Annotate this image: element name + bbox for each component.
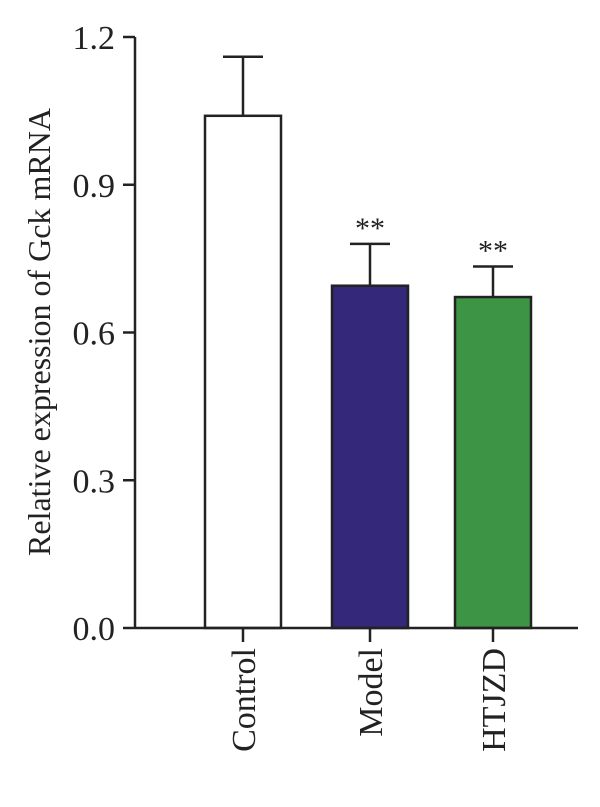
bars: ** **	[203, 55, 533, 630]
y-tick-label: 0.9	[73, 168, 116, 205]
bar-model	[330, 284, 410, 630]
significance-label: **	[355, 212, 385, 245]
bar-control	[203, 114, 283, 630]
y-axis-title: Relative expression of Gck mRNA	[21, 108, 57, 556]
bar-htjzd	[453, 295, 533, 630]
y-tick-label: 0.3	[73, 463, 116, 500]
significance-label: **	[478, 235, 508, 268]
y-tick-label: 0.6	[73, 316, 116, 353]
y-axis-ticks: 0.0 0.3 0.6 0.9 1.2	[73, 20, 137, 648]
y-tick-label: 0.0	[73, 611, 116, 648]
x-tick-label-htjzd: HTJZD	[476, 648, 513, 752]
x-tick-label-model: Model	[353, 648, 390, 737]
x-axis: Control Model HTJZD	[135, 626, 578, 752]
x-tick-label-control: Control	[226, 648, 263, 752]
y-tick-label: 1.2	[73, 20, 116, 57]
